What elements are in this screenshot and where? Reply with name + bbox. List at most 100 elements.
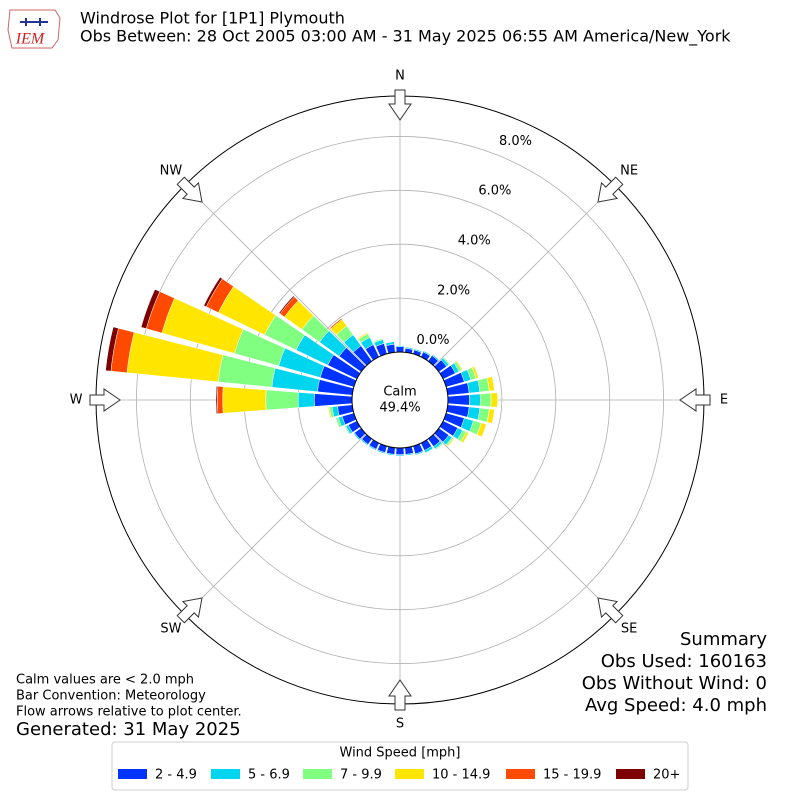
arrow-shape xyxy=(176,597,203,624)
wind-bar xyxy=(474,366,479,378)
arrow-shape xyxy=(388,679,412,711)
flow-arrow xyxy=(388,89,412,121)
wind-bar xyxy=(278,295,295,315)
flow-arrow xyxy=(176,597,203,624)
spoke-line xyxy=(184,433,367,616)
r-tick-label: 6.0% xyxy=(478,184,511,199)
note-line: Bar Convention: Meteorology xyxy=(16,689,206,704)
wind-bar xyxy=(491,409,495,424)
wind-bar xyxy=(314,393,353,407)
wind-bar xyxy=(360,439,368,446)
wind-bar xyxy=(265,389,299,411)
calm-value: 49.4% xyxy=(379,401,420,416)
legend-swatch xyxy=(506,769,535,779)
wind-bar xyxy=(462,432,469,444)
wind-bar xyxy=(344,426,350,435)
wind-bar xyxy=(297,392,315,408)
wind-bar xyxy=(357,332,368,339)
spoke-line xyxy=(184,184,367,367)
r-tick-label: 0.0% xyxy=(416,333,449,348)
flow-arrow xyxy=(597,176,624,203)
summary-line: Obs Used: 160163 xyxy=(601,651,767,672)
chart-title: Windrose Plot for [1P1] Plymouth xyxy=(80,9,345,28)
logo-symbol xyxy=(20,18,48,26)
wind-bar xyxy=(467,379,481,394)
wind-bar xyxy=(432,354,440,361)
compass-label: NE xyxy=(620,163,638,178)
legend-label: 5 - 6.9 xyxy=(248,768,290,783)
legend-label: 7 - 9.9 xyxy=(340,768,382,783)
wind-bar xyxy=(425,448,434,454)
wind-bar xyxy=(140,288,161,329)
summary-line: Obs Without Wind: 0 xyxy=(582,673,767,694)
legend-label: 10 - 14.9 xyxy=(432,768,490,783)
legend-swatch xyxy=(303,769,332,779)
wind-bar xyxy=(329,318,342,329)
legend-label: 15 - 19.9 xyxy=(543,768,601,783)
logo-outline xyxy=(7,9,61,49)
note-line: Calm values are < 2.0 mph xyxy=(16,673,194,688)
flow-arrow xyxy=(89,388,121,412)
compass-label: N xyxy=(395,69,405,84)
legend: Wind Speed [mph] 2 - 4.9 5 - 6.9 7 - 9.9 10… xyxy=(111,741,689,791)
calm-circle xyxy=(351,351,449,449)
wind-bar xyxy=(353,433,360,441)
arrow-shape xyxy=(388,89,412,121)
compass-label: SE xyxy=(621,622,637,637)
grid-circle xyxy=(189,189,611,611)
compass-label: SW xyxy=(160,622,181,637)
wind-bar xyxy=(447,394,470,406)
wind-bar xyxy=(217,386,224,414)
wind-bar xyxy=(479,392,492,408)
arrow-shape xyxy=(176,176,203,203)
r-tick-label: 4.0% xyxy=(458,233,491,248)
legend-swatch xyxy=(211,769,240,779)
flow-arrow xyxy=(597,597,624,624)
arrow-shape xyxy=(597,176,624,203)
compass-label: NW xyxy=(160,163,183,178)
legend-swatch xyxy=(616,769,645,779)
wind-bar xyxy=(469,393,481,407)
flow-arrow xyxy=(679,388,711,412)
spoke-line xyxy=(433,433,616,616)
spoke-line xyxy=(433,184,616,367)
wind-bar xyxy=(395,346,405,353)
flow-arrow xyxy=(388,679,412,711)
logo-text: IEM xyxy=(15,31,46,48)
wind-bar xyxy=(395,447,405,455)
flow-arrow xyxy=(176,176,203,203)
r-tick-label: 8.0% xyxy=(499,134,532,149)
wind-bar xyxy=(373,337,383,342)
wind-bar xyxy=(490,392,499,408)
wind-bar xyxy=(467,406,481,421)
generated-date: Generated: 31 May 2025 xyxy=(16,719,241,740)
note-line: Flow arrows relative to plot center. xyxy=(16,705,242,720)
arrow-shape xyxy=(679,388,711,412)
legend-title: Wind Speed [mph] xyxy=(340,746,461,761)
compass-label: W xyxy=(70,393,83,408)
legend-swatch xyxy=(395,769,424,779)
legend-swatch xyxy=(118,769,147,779)
compass-label: E xyxy=(720,393,728,408)
grid-circle xyxy=(136,136,664,664)
wind-bar xyxy=(105,326,119,372)
wind-bar xyxy=(405,346,414,349)
arrow-shape xyxy=(89,388,121,412)
logo: IEM xyxy=(7,9,61,49)
arrow-shape xyxy=(597,597,624,624)
wind-bar xyxy=(385,341,395,344)
calm-label: Calm xyxy=(383,385,416,400)
wind-bar xyxy=(203,276,223,308)
chart-subtitle: Obs Between: 28 Oct 2005 03:00 AM - 31 M… xyxy=(80,27,731,47)
r-tick-label: 2.0% xyxy=(437,283,470,298)
summary-line: Summary xyxy=(680,629,767,650)
wind-bar xyxy=(222,386,267,414)
legend-label: 20+ xyxy=(653,768,680,783)
legend-label: 2 - 4.9 xyxy=(155,768,197,783)
compass-label: S xyxy=(396,717,404,732)
wind-bar xyxy=(215,385,219,415)
legend-box xyxy=(111,741,689,791)
